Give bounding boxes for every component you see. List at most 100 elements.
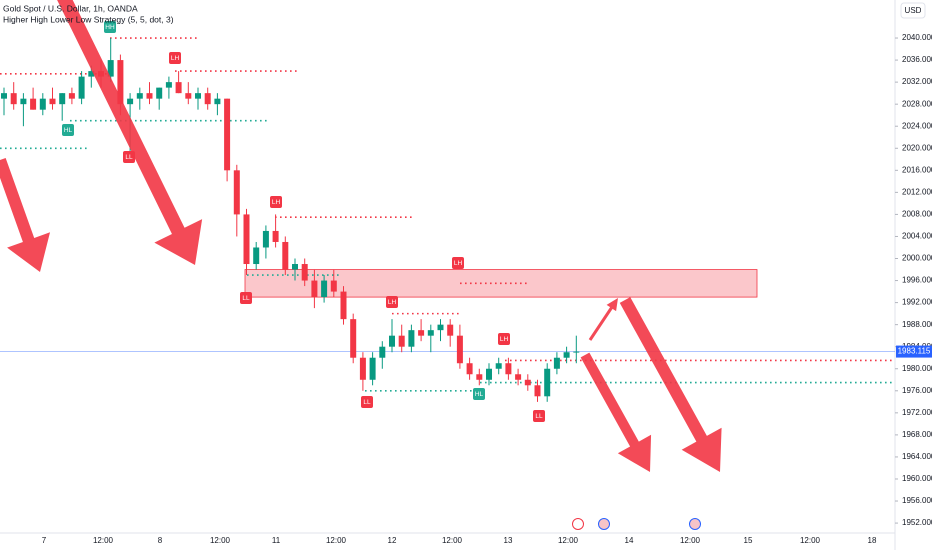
x-tick-label: 12:00 xyxy=(326,536,347,545)
x-tick-label: 8 xyxy=(158,536,163,545)
candle-body xyxy=(330,280,337,292)
y-tick-label: 2004.000 xyxy=(902,232,932,241)
y-tick-label: 1960.000 xyxy=(902,474,932,483)
arrow xyxy=(57,0,203,265)
currency[interactable]: USD xyxy=(905,6,922,15)
plot: HH LH HL LL LL LH LH LH LL HL LH LL xyxy=(0,0,895,472)
y-tick-label: 2020.000 xyxy=(902,143,932,152)
candle-body xyxy=(389,335,395,347)
y-tick-label: 1972.000 xyxy=(902,408,932,417)
x-tick-label: 12:00 xyxy=(800,536,821,545)
candle-body xyxy=(10,93,17,105)
candle-body xyxy=(427,330,434,336)
candle-body xyxy=(466,363,473,375)
pivot-badge xyxy=(361,396,373,408)
candle-body xyxy=(418,330,425,336)
arrow xyxy=(580,352,652,472)
candle-body xyxy=(476,374,483,380)
candle-body xyxy=(282,241,289,270)
candle-body xyxy=(321,280,328,298)
candle-body xyxy=(369,357,376,380)
y-tick-label: 1964.000 xyxy=(902,452,932,461)
candle-body xyxy=(495,363,502,369)
candle-body xyxy=(311,280,318,298)
y-tick-label: 1992.000 xyxy=(902,298,932,307)
pivot-label: LH xyxy=(388,299,397,306)
x-tick-label: 11 xyxy=(272,536,281,545)
candle-body xyxy=(224,98,231,171)
x-tick-label: 12:00 xyxy=(210,536,231,545)
candle-body xyxy=(107,60,114,77)
pivot-label: LH xyxy=(171,55,180,62)
candle-body xyxy=(117,60,124,105)
event-icons xyxy=(572,518,701,530)
candle-body xyxy=(39,98,46,110)
y-tick-label: 1968.000 xyxy=(902,430,932,439)
pivot-label: LL xyxy=(363,399,371,406)
pivot-badge xyxy=(498,333,510,345)
y-tick-label: 1988.000 xyxy=(902,320,932,329)
y-tick-label: 2040.000 xyxy=(902,33,932,42)
pivot-badge xyxy=(240,292,252,304)
candle-body xyxy=(59,93,66,105)
y-tick-label: 2024.000 xyxy=(902,121,932,130)
candle-body xyxy=(156,87,163,99)
pivot-label: LH xyxy=(454,260,463,267)
y-tick-label: 2032.000 xyxy=(902,77,932,86)
x-tick-label: 15 xyxy=(744,536,753,545)
candle-body xyxy=(524,379,531,386)
x-tick-label: 14 xyxy=(625,536,634,545)
candle-body xyxy=(292,264,298,270)
candle-body xyxy=(398,335,405,347)
candle-body xyxy=(447,324,454,336)
x-tick-label: 12:00 xyxy=(558,536,579,545)
x-tick-label: 12:00 xyxy=(680,536,701,545)
x-tick-label: 13 xyxy=(504,536,513,545)
candle-body xyxy=(243,214,250,265)
candle-body xyxy=(456,335,463,364)
candle-body xyxy=(253,247,260,265)
candle-body xyxy=(185,93,192,99)
x-tick-label: 12 xyxy=(388,536,397,545)
candle-body xyxy=(214,98,221,105)
currency-button[interactable] xyxy=(900,2,926,19)
y-tick-label: 1952.000 xyxy=(902,518,932,527)
pivot-badge xyxy=(533,410,545,422)
pivot-label: LL xyxy=(535,413,543,420)
y-tick-label: 2036.000 xyxy=(902,55,932,64)
candle-body xyxy=(573,351,580,353)
pivot-label: LL xyxy=(125,154,133,161)
pivot-badge xyxy=(386,296,398,308)
pivot-label: LH xyxy=(272,199,281,206)
pivot-label: HL xyxy=(64,127,73,134)
candle-body xyxy=(30,98,37,110)
arrow xyxy=(0,157,51,272)
pivot-badge xyxy=(473,388,485,400)
event-icon[interactable] xyxy=(598,518,610,530)
candle-body xyxy=(544,368,551,397)
pivot-label: LH xyxy=(500,336,509,343)
candle-body xyxy=(195,93,201,99)
arrow xyxy=(619,297,722,472)
indicator-name: Higher High Lower Low Strategy (5, 5, do… xyxy=(3,14,174,24)
pivot-badge xyxy=(169,52,181,64)
candle-body xyxy=(175,82,182,94)
candle-body xyxy=(340,291,347,320)
candle-body xyxy=(49,98,56,105)
candle-body xyxy=(486,368,492,380)
y-tick-label: 2000.000 xyxy=(902,254,932,263)
candle-body xyxy=(534,385,541,397)
y-tick-label: 1956.000 xyxy=(902,496,932,505)
y-tick-label: 1996.000 xyxy=(902,276,932,285)
y-tick-label: 1976.000 xyxy=(902,386,932,395)
y-tick-label: 2008.000 xyxy=(902,210,932,219)
candle-body xyxy=(553,357,560,369)
y-tick-label: 2016.000 xyxy=(902,165,932,174)
event-icon[interactable] xyxy=(572,518,584,530)
event-icon[interactable] xyxy=(689,518,701,530)
last-price-tag xyxy=(896,345,932,358)
candle-body xyxy=(301,264,308,281)
chart-title: Gold Spot / U.S. Dollar, 1h, OANDA xyxy=(3,3,138,13)
candle-body xyxy=(165,82,172,88)
